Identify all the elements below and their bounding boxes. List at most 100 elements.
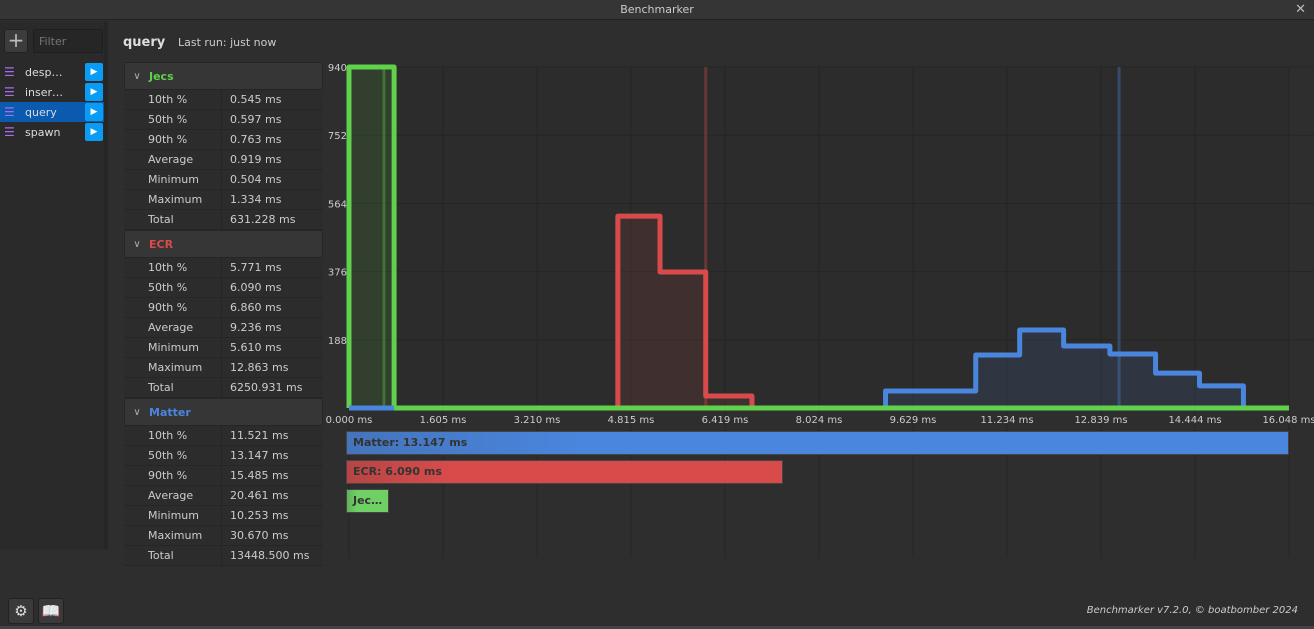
script-icon: ☰ <box>4 85 15 99</box>
x-tick-label: 16.048 ms <box>1262 415 1314 426</box>
x-tick-label: 4.815 ms <box>608 415 655 426</box>
stat-label: Average <box>124 150 222 169</box>
y-tick-label: 752 <box>328 131 347 142</box>
stat-label: 10th % <box>124 426 222 445</box>
chevron-down-icon: ∨ <box>133 406 141 418</box>
stat-value: 0.504 ms <box>230 173 282 186</box>
stat-value: 0.763 ms <box>230 133 282 146</box>
stat-value: 631.228 ms <box>230 213 296 226</box>
run-button[interactable]: ▶ <box>85 83 103 101</box>
play-icon: ▶ <box>90 127 98 137</box>
histogram-line-jecs <box>346 64 397 408</box>
stat-row: Average 9.236 ms <box>124 318 323 338</box>
stat-row: Maximum 1.334 ms <box>124 190 323 210</box>
stat-value: 10.253 ms <box>230 509 289 522</box>
stat-label: 10th % <box>124 90 222 109</box>
stat-label: Maximum <box>124 190 222 209</box>
section-header-matter[interactable]: ∨ Matter <box>124 398 323 426</box>
gear-icon: ⚙ <box>14 602 28 620</box>
stat-row: Minimum 10.253 ms <box>124 506 323 526</box>
stat-label: Total <box>124 378 222 397</box>
filter-input[interactable] <box>33 29 103 53</box>
histogram-fill-matter <box>885 330 1244 408</box>
stat-value: 20.461 ms <box>230 489 289 502</box>
sidebar-item-desp[interactable]: ☰ desp… ▶ <box>0 62 104 82</box>
stat-row: 10th % 11.521 ms <box>124 426 323 446</box>
plus-icon: + <box>7 28 25 52</box>
sidebar-item-inser[interactable]: ☰ inser… ▶ <box>0 82 104 102</box>
x-tick-label: 1.605 ms <box>420 415 467 426</box>
docs-button[interactable]: 📖 <box>38 598 64 624</box>
median-bar-1: ECR: 6.090 ms <box>346 460 783 484</box>
stat-row: Total 631.228 ms <box>124 210 323 230</box>
stat-value: 5.771 ms <box>230 261 282 274</box>
x-tick-label: 14.444 ms <box>1168 415 1221 426</box>
stat-row: Average 0.919 ms <box>124 150 323 170</box>
x-tick-label: 6.419 ms <box>702 415 749 426</box>
run-button[interactable]: ▶ <box>85 103 103 121</box>
stat-row: Average 20.461 ms <box>124 486 323 506</box>
stat-value: 12.863 ms <box>230 361 289 374</box>
window-title: Benchmarker <box>620 3 694 16</box>
y-tick-label: 376 <box>328 268 347 279</box>
stat-row: Maximum 30.670 ms <box>124 526 323 546</box>
x-tick-label: 9.629 ms <box>890 415 937 426</box>
section-title: Matter <box>149 405 191 419</box>
stat-row: Total 13448.500 ms <box>124 546 323 566</box>
book-icon: 📖 <box>41 602 61 620</box>
stat-label: Average <box>124 318 222 337</box>
stat-row: Minimum 0.504 ms <box>124 170 323 190</box>
stat-label: Total <box>124 546 222 565</box>
run-button[interactable]: ▶ <box>85 123 103 141</box>
stat-row: 50th % 6.090 ms <box>124 278 323 298</box>
stat-label: 90th % <box>124 466 222 485</box>
script-icon: ☰ <box>4 125 15 139</box>
stat-label: 10th % <box>124 258 222 277</box>
title-bar: Benchmarker ✕ <box>0 0 1314 20</box>
histogram-fill-jecs <box>349 67 395 408</box>
x-tick-label: 3.210 ms <box>514 415 561 426</box>
close-icon[interactable]: ✕ <box>1295 2 1306 17</box>
stat-value: 1.334 ms <box>230 193 282 206</box>
run-button[interactable]: ▶ <box>85 63 103 81</box>
stat-row: 50th % 0.597 ms <box>124 110 323 130</box>
section-header-jecs[interactable]: ∨ Jecs <box>124 62 323 90</box>
stat-value: 0.597 ms <box>230 113 282 126</box>
x-tick-label: 0.000 ms <box>326 415 373 426</box>
stat-value: 30.670 ms <box>230 529 289 542</box>
stat-label: 50th % <box>124 446 222 465</box>
median-bar-2: Jec… <box>346 489 389 513</box>
stat-row: 10th % 0.545 ms <box>124 90 323 110</box>
play-icon: ▶ <box>90 67 98 77</box>
stat-label: 90th % <box>124 130 222 149</box>
section-header-ecr[interactable]: ∨ ECR <box>124 230 323 258</box>
sidebar-item-spawn[interactable]: ☰ spawn ▶ <box>0 122 104 142</box>
stat-value: 0.919 ms <box>230 153 282 166</box>
stat-value: 13.147 ms <box>230 449 289 462</box>
x-tick-label: 12.839 ms <box>1074 415 1127 426</box>
stat-label: Minimum <box>124 338 222 357</box>
stat-row: 10th % 5.771 ms <box>124 258 323 278</box>
bottom-border <box>0 626 1314 629</box>
section-title: ECR <box>149 237 174 251</box>
histogram-line-ecr <box>615 213 755 408</box>
stat-label: Minimum <box>124 506 222 525</box>
stat-label: 50th % <box>124 278 222 297</box>
stat-value: 13448.500 ms <box>230 549 310 562</box>
stat-value: 6.090 ms <box>230 281 282 294</box>
x-tick-label: 11.234 ms <box>980 415 1033 426</box>
y-tick-label: 940 <box>328 63 347 74</box>
stat-label: Total <box>124 210 222 229</box>
sidebar: + ☰desp…▶☰inser…▶☰query▶☰spawn▶ <box>0 21 108 549</box>
footer-credit: Benchmarker v7.2.0, © boatbomber 2024 <box>1086 605 1298 616</box>
stat-row: 90th % 15.485 ms <box>124 466 323 486</box>
settings-button[interactable]: ⚙ <box>8 598 34 624</box>
stat-value: 15.485 ms <box>230 469 289 482</box>
stat-row: Minimum 5.610 ms <box>124 338 323 358</box>
script-icon: ☰ <box>4 65 15 79</box>
histogram-chart: 0.000 ms 1.605 ms 3.210 ms 4.815 ms 6.419 ms… <box>325 63 1314 426</box>
sidebar-item-query[interactable]: ☰ query ▶ <box>0 102 104 122</box>
x-tick-label: 8.024 ms <box>796 415 843 426</box>
page-title: query <box>123 35 166 50</box>
add-benchmark-button[interactable]: + <box>4 29 28 53</box>
